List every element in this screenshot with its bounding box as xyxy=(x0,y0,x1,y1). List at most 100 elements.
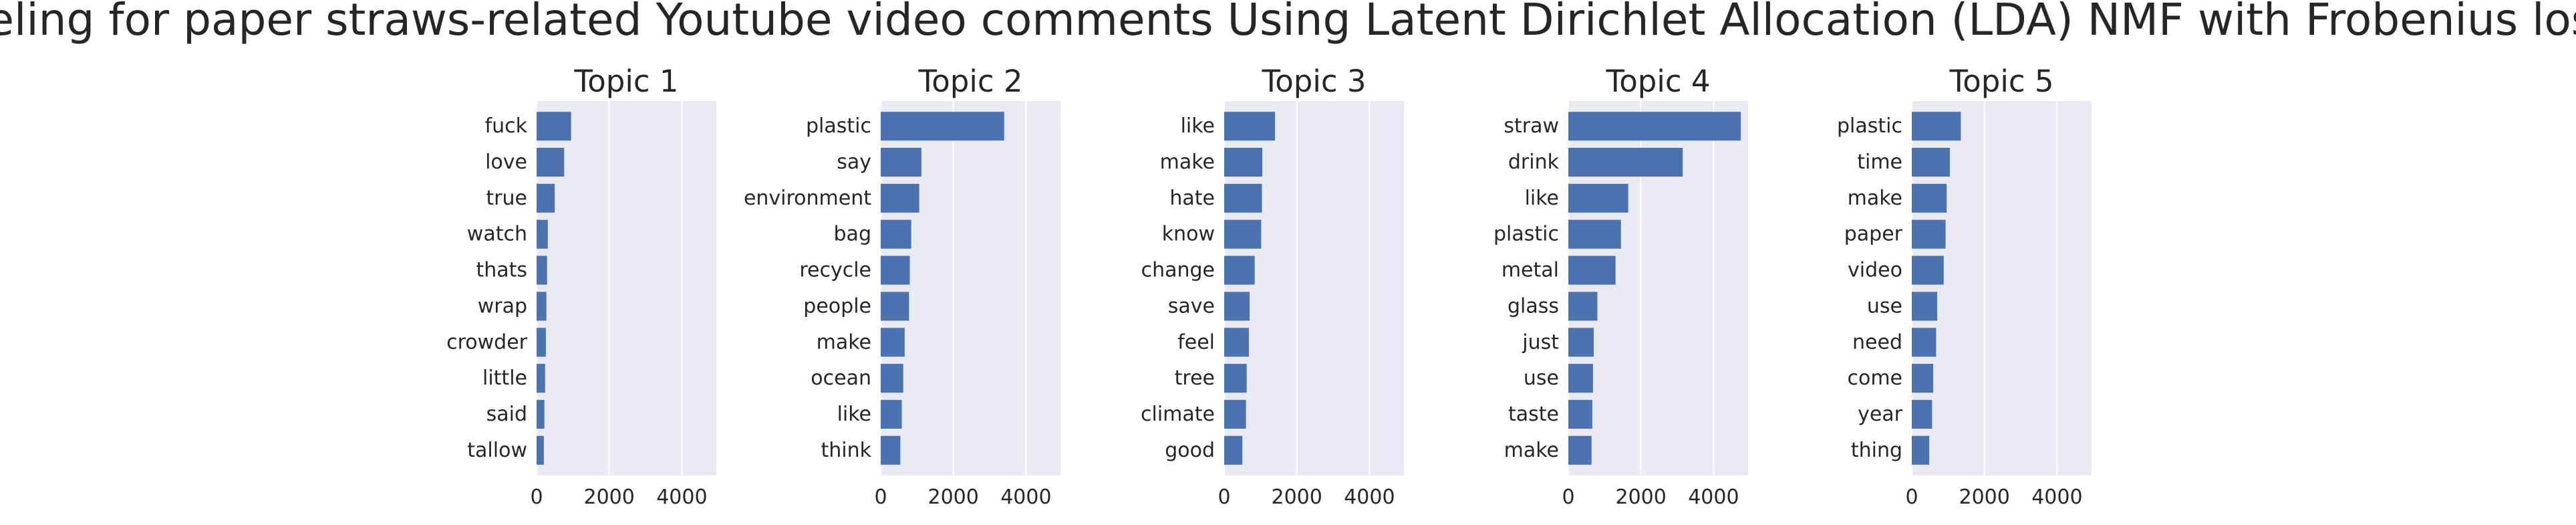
x-tick-label: 2000 xyxy=(1959,486,2010,509)
bar xyxy=(1224,255,1255,285)
bar xyxy=(1912,435,1930,465)
bar xyxy=(537,435,544,465)
bar xyxy=(1224,364,1247,393)
panel-title: Topic 4 xyxy=(1605,64,1710,99)
x-tick-label: 4000 xyxy=(1688,486,1739,509)
x-tick-label: 0 xyxy=(1218,486,1230,509)
panel-title: Topic 5 xyxy=(1949,64,2053,99)
y-tick-label: tree xyxy=(1175,366,1215,390)
y-tick-label: crowder xyxy=(446,330,528,354)
panel-background xyxy=(537,101,716,476)
bar xyxy=(881,435,901,465)
y-tick-label: people xyxy=(803,294,871,318)
bar xyxy=(1568,399,1592,429)
y-tick-label: recycle xyxy=(799,259,871,282)
bar xyxy=(881,328,905,357)
y-tick-label: make xyxy=(817,330,871,354)
bar xyxy=(1224,112,1276,141)
panel-title: Topic 2 xyxy=(917,64,1022,99)
y-tick-label: video xyxy=(1848,259,1902,282)
bar xyxy=(1912,112,1961,141)
topic-panel: straw drink like plastic metal glass just use ta… xyxy=(1493,64,1748,509)
x-tick-label: 2000 xyxy=(928,486,979,509)
y-tick-label: taste xyxy=(1508,403,1559,426)
y-tick-label: year xyxy=(1858,403,1903,426)
y-tick-label: hate xyxy=(1169,187,1215,210)
bar xyxy=(1568,112,1741,141)
bar xyxy=(1912,399,1933,429)
bar xyxy=(881,219,911,249)
topic-panel: like make hate know change save feel tree climat… xyxy=(1141,64,1404,509)
bar xyxy=(1912,183,1947,213)
y-tick-label: little xyxy=(482,366,527,390)
bar xyxy=(537,148,565,177)
y-tick-label: love xyxy=(485,150,527,174)
y-tick-label: drink xyxy=(1508,150,1560,174)
bar xyxy=(1912,219,1946,249)
x-tick-label: 0 xyxy=(874,486,887,509)
bar xyxy=(537,219,548,249)
bar xyxy=(1568,292,1598,321)
bar xyxy=(881,292,909,321)
bar xyxy=(537,292,547,321)
y-tick-label: thing xyxy=(1851,439,1902,462)
y-tick-label: use xyxy=(1524,366,1559,390)
bar xyxy=(1912,292,1938,321)
x-tick-label: 4000 xyxy=(2031,486,2082,509)
y-tick-label: time xyxy=(1857,150,1902,174)
y-tick-label: make xyxy=(1848,187,1902,210)
bar xyxy=(881,148,921,177)
bar xyxy=(1912,328,1937,357)
y-tick-label: just xyxy=(1522,330,1559,354)
bar xyxy=(1912,364,1934,393)
bar xyxy=(1568,148,1683,177)
bar xyxy=(1224,435,1243,465)
y-tick-label: like xyxy=(1181,114,1215,138)
y-tick-label: make xyxy=(1504,439,1559,462)
y-tick-label: feel xyxy=(1177,330,1215,354)
y-tick-label: paper xyxy=(1844,223,1903,246)
bar xyxy=(1568,328,1594,357)
bar xyxy=(1224,328,1249,357)
y-tick-label: environment xyxy=(744,187,871,210)
bar xyxy=(881,399,902,429)
bar xyxy=(1912,255,1944,285)
y-tick-label: plastic xyxy=(1837,114,1902,138)
bar xyxy=(537,112,571,141)
bar xyxy=(1568,364,1593,393)
y-tick-label: ocean xyxy=(811,366,871,390)
y-tick-label: metal xyxy=(1501,259,1559,282)
bar xyxy=(537,399,545,429)
bar xyxy=(881,364,903,393)
bar xyxy=(537,328,546,357)
y-tick-label: like xyxy=(1525,187,1559,210)
bar xyxy=(537,255,547,285)
y-tick-label: said xyxy=(486,403,527,426)
panel-title: Topic 1 xyxy=(573,64,678,99)
bar xyxy=(881,255,910,285)
y-tick-label: say xyxy=(837,150,871,174)
x-tick-label: 0 xyxy=(1562,486,1574,509)
bar xyxy=(1568,255,1616,285)
bar xyxy=(1568,435,1592,465)
bar xyxy=(881,112,1004,141)
y-tick-label: bag xyxy=(834,223,871,246)
y-tick-label: come xyxy=(1847,366,1902,390)
y-tick-label: save xyxy=(1168,294,1215,318)
x-tick-label: 0 xyxy=(1905,486,1918,509)
topic-panel: plastic time make paper video use need come year… xyxy=(1837,64,2092,509)
y-tick-label: climate xyxy=(1141,403,1215,426)
x-tick-label: 2000 xyxy=(1616,486,1667,509)
bar xyxy=(537,364,545,393)
x-tick-label: 4000 xyxy=(656,486,707,509)
y-tick-label: wrap xyxy=(478,294,527,318)
x-tick-label: 2000 xyxy=(1272,486,1322,509)
x-tick-label: 4000 xyxy=(1344,486,1395,509)
y-tick-label: like xyxy=(837,403,871,426)
bar xyxy=(1224,183,1262,213)
bar xyxy=(881,183,919,213)
y-tick-label: watch xyxy=(467,223,527,246)
y-tick-label: think xyxy=(821,439,872,462)
